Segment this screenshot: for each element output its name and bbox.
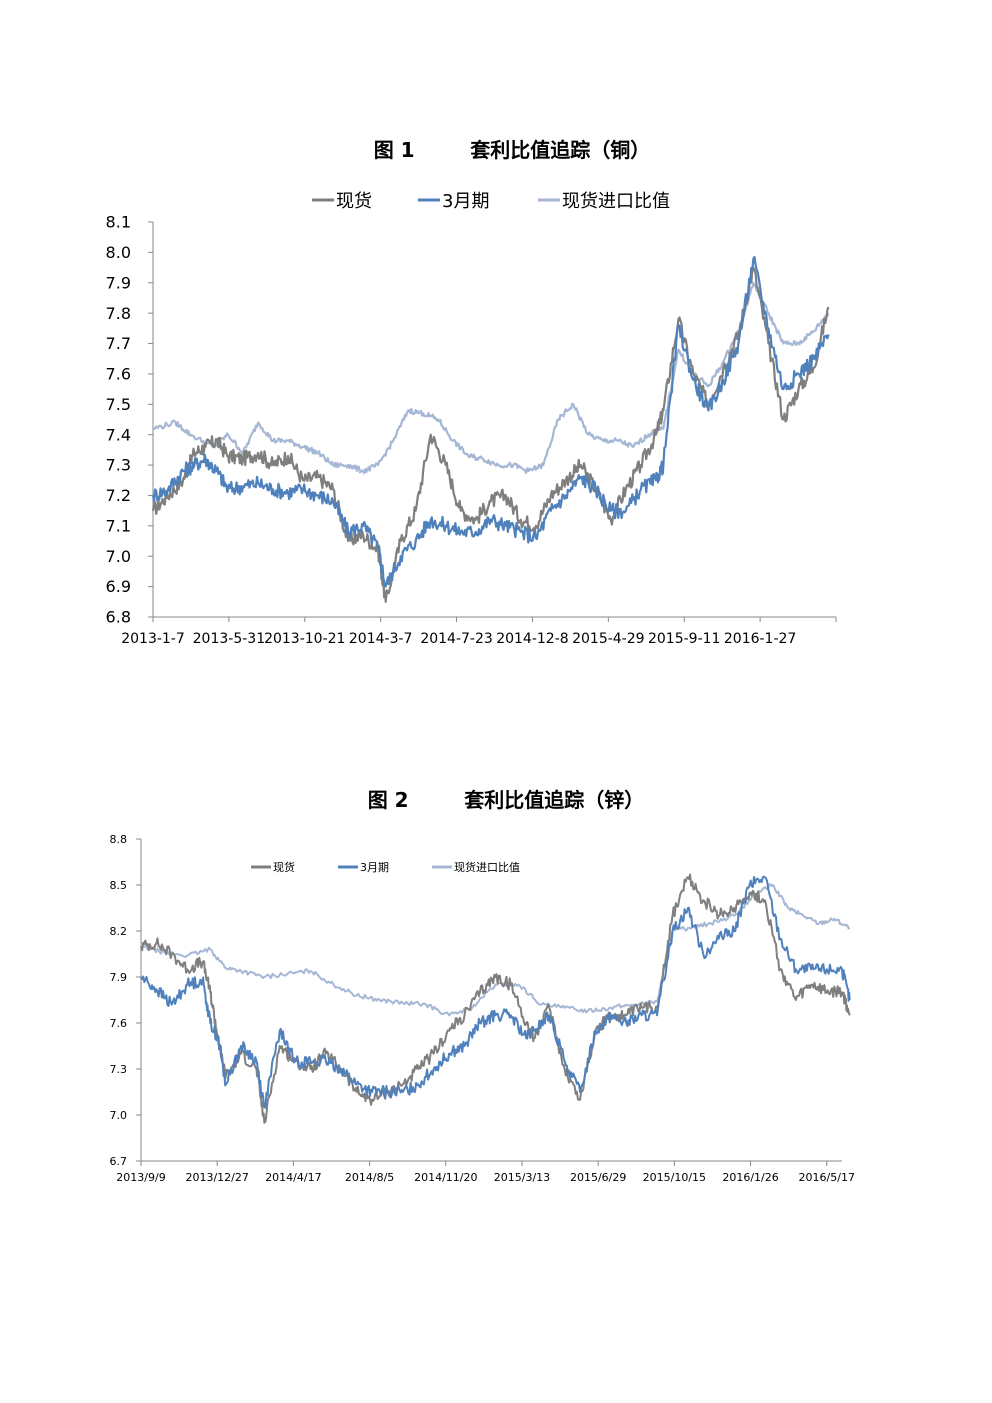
x-tick-label: 2016/5/17 (799, 1171, 855, 1184)
y-tick-label: 7.6 (106, 365, 131, 384)
figure2-title: 图 2 套利比值追踪（锌） (367, 788, 645, 812)
legend-label-m3: 3月期 (442, 191, 489, 212)
series-line-import (140, 883, 851, 1017)
y-tick-label: 7.3 (110, 1063, 128, 1076)
legend-label-spot: 现货 (273, 860, 295, 874)
x-tick-label: 2016/1/26 (722, 1171, 778, 1184)
x-tick-label: 2016-1-27 (724, 631, 796, 647)
series-line-m3 (140, 875, 851, 1109)
legend-label-import: 现货进口比值 (454, 860, 520, 874)
series-line-m3 (151, 255, 830, 588)
x-tick-label: 2014-12-8 (496, 631, 568, 647)
y-tick-label: 8.2 (110, 925, 128, 938)
x-tick-label: 2013/9/9 (116, 1171, 165, 1184)
y-tick-label: 7.4 (106, 425, 131, 444)
series-line-import (152, 281, 830, 475)
y-tick-label: 7.9 (110, 971, 128, 984)
x-tick-label: 2015-4-29 (572, 631, 644, 647)
figure1-title: 图 1 套利比值追踪（铜） (373, 138, 651, 162)
legend-label-import: 现货进口比值 (562, 191, 670, 212)
y-tick-label: 6.8 (106, 608, 131, 627)
y-tick-label: 7.0 (110, 1109, 128, 1122)
y-tick-label: 7.1 (106, 516, 131, 535)
x-tick-label: 2014/4/17 (265, 1171, 321, 1184)
y-tick-label: 7.2 (106, 486, 131, 505)
y-tick-label: 7.6 (110, 1017, 128, 1030)
x-tick-label: 2014/11/20 (414, 1171, 477, 1184)
x-tick-label: 2013-10-21 (264, 631, 345, 647)
x-tick-label: 2015/3/13 (494, 1171, 550, 1184)
y-tick-label: 7.9 (106, 273, 131, 292)
y-tick-label: 8.8 (110, 833, 128, 846)
x-tick-label: 2013-5-31 (193, 631, 265, 647)
x-tick-label: 2014-7-23 (420, 631, 492, 647)
x-tick-label: 2015/10/15 (643, 1171, 706, 1184)
y-tick-label: 6.9 (106, 577, 131, 596)
y-tick-label: 8.5 (110, 879, 128, 892)
y-tick-label: 7.3 (106, 456, 131, 475)
x-tick-label: 2014/8/5 (345, 1171, 394, 1184)
y-tick-label: 7.5 (106, 395, 131, 414)
x-tick-label: 2013-1-7 (121, 631, 185, 647)
y-tick-label: 7.7 (106, 334, 131, 353)
x-tick-label: 2013/12/27 (185, 1171, 248, 1184)
y-tick-label: 7.0 (106, 547, 131, 566)
y-tick-label: 8.1 (106, 213, 131, 232)
x-tick-label: 2014-3-7 (349, 631, 413, 647)
copper-ratio-chart: 6.8 6.9 7.0 7.1 7.2 7.3 7.4 7.5 7.6 7.7 7.8 7.9 8.0 8… (106, 191, 837, 647)
y-tick-label: 8.0 (106, 243, 131, 262)
series-line-spot (140, 873, 851, 1124)
y-tick-label: 6.7 (110, 1155, 128, 1168)
legend-label-spot: 现货 (336, 191, 372, 212)
x-tick-label: 2015/6/29 (570, 1171, 626, 1184)
y-tick-label: 7.8 (106, 304, 131, 323)
x-tick-label: 2015-9-11 (648, 631, 720, 647)
legend-label-m3: 3月期 (360, 861, 389, 874)
